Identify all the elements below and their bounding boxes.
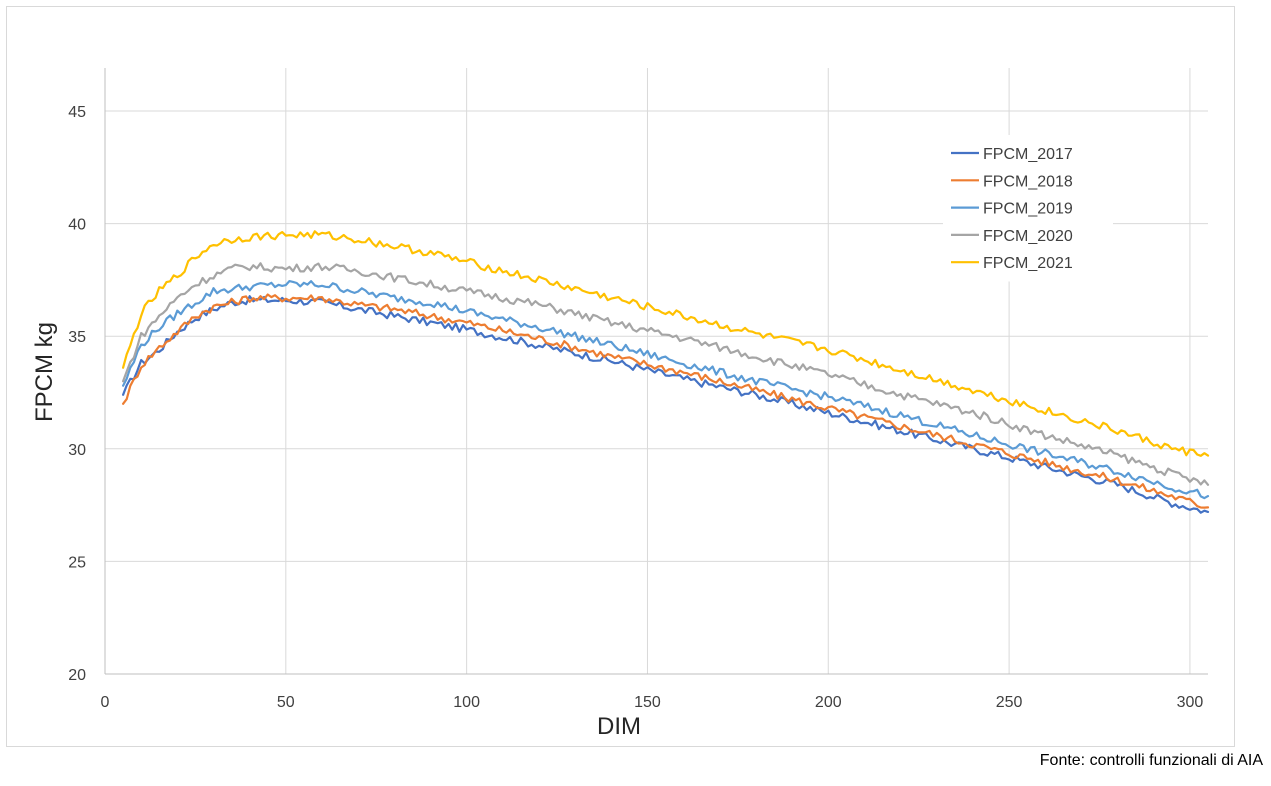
y-axis-title: FPCM kg — [31, 322, 58, 422]
tick-labels: 20 25 30 35 40 45 0 50 100 150 200 250 300 — [68, 104, 1203, 711]
x-tick-label: 0 — [101, 694, 110, 711]
series-line-fpcm-2017 — [121, 295, 1210, 514]
y-tick-label: 20 — [68, 667, 86, 684]
series-line-fpcm-2021 — [121, 230, 1210, 457]
legend-label: FPCM_2017 — [983, 146, 1073, 163]
y-tick-label: 30 — [68, 442, 86, 459]
y-tick-label: 35 — [68, 329, 86, 346]
x-axis-title: DIM — [597, 713, 641, 740]
legend-label: FPCM_2021 — [983, 255, 1073, 272]
legend: FPCM_2017 FPCM_2018 FPCM_2019 FPCM_2020 FPCM… — [943, 135, 1113, 282]
series-line-fpcm-2018 — [121, 293, 1210, 509]
x-tick-label: 250 — [996, 694, 1023, 711]
x-tick-label: 150 — [634, 694, 661, 711]
x-tick-label: 300 — [1177, 694, 1204, 711]
y-tick-label: 25 — [68, 554, 86, 571]
y-tick-label: 40 — [68, 217, 86, 234]
axes — [104, 68, 1208, 675]
legend-label: FPCM_2019 — [983, 201, 1073, 218]
legend-label: FPCM_2020 — [983, 228, 1073, 245]
series-line-fpcm-2019 — [121, 280, 1210, 500]
y-tick-label: 45 — [68, 104, 86, 121]
x-tick-label: 100 — [453, 694, 480, 711]
legend-label: FPCM_2018 — [983, 173, 1073, 190]
series-lines — [121, 230, 1210, 514]
series-line-fpcm-2020 — [121, 262, 1210, 486]
x-tick-label: 200 — [815, 694, 842, 711]
chart-frame — [6, 6, 1235, 747]
source-note: Fonte: controlli funzionali di AIA — [1039, 752, 1263, 769]
x-tick-label: 50 — [277, 694, 295, 711]
